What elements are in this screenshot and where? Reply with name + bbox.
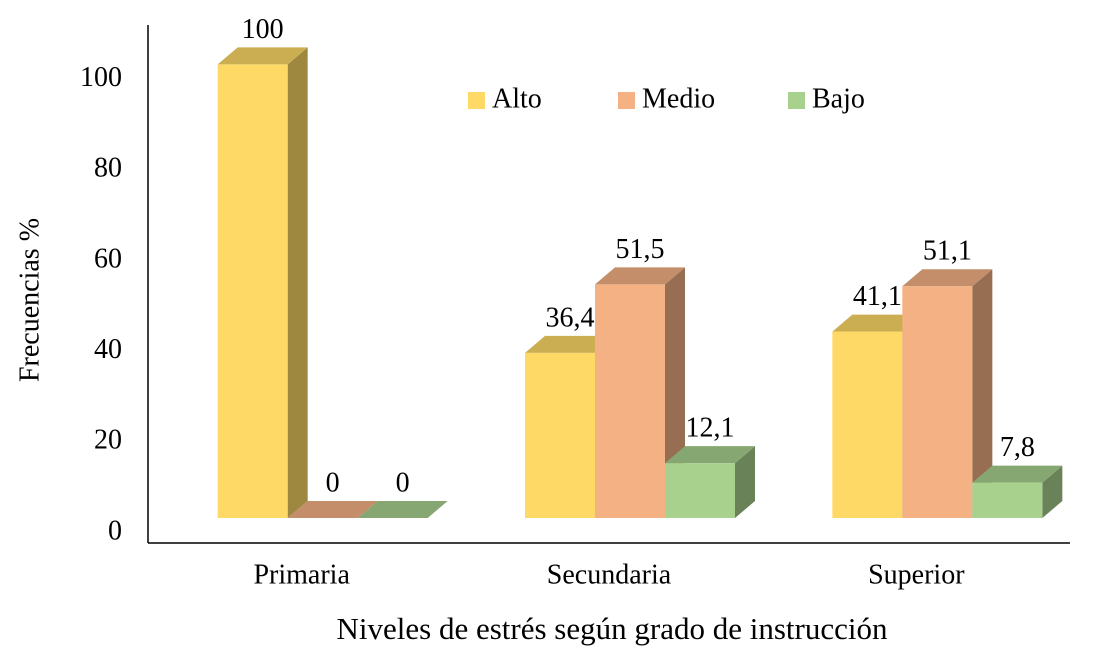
value-label: 12,1: [686, 413, 735, 444]
value-label: 36,4: [546, 302, 595, 333]
value-label: 51,1: [923, 236, 972, 267]
legend-swatch: [788, 92, 805, 109]
value-label: 0: [326, 467, 340, 498]
value-label: 0: [396, 467, 410, 498]
x-tick-label: Superior: [868, 559, 965, 590]
value-label: 100: [242, 14, 284, 45]
value-label: 51,5: [616, 234, 665, 265]
bar-top: [287, 501, 378, 518]
value-label: 7,8: [1000, 432, 1035, 463]
bar: [217, 47, 308, 519]
x-axis-label: Niveles de estrés según grado de instruc…: [337, 611, 888, 646]
bar-top: [832, 314, 923, 332]
bar-top: [972, 465, 1063, 483]
bar-front: [902, 286, 973, 518]
legend-label: Medio: [642, 83, 715, 114]
legend-swatch: [618, 92, 635, 109]
legend-label: Bajo: [812, 83, 865, 114]
legend-label: Alto: [492, 83, 542, 114]
bar-top: [525, 335, 615, 353]
bar: [902, 269, 993, 518]
bar-front: [832, 331, 903, 518]
value-label: 41,1: [853, 281, 902, 312]
legend-swatch: [468, 92, 485, 109]
bar-top: [595, 267, 685, 285]
bar-front: [595, 284, 665, 518]
y-tick-label: 0: [108, 515, 122, 546]
bar-front: [972, 482, 1043, 518]
bar-side: [1042, 465, 1063, 518]
bar-front: [217, 64, 288, 518]
bar: [665, 446, 755, 518]
bar-front: [525, 352, 595, 518]
bar-top: [665, 446, 755, 464]
x-tick-label: Secundaria: [547, 559, 672, 590]
bar-front: [665, 463, 735, 518]
bar-top: [217, 47, 308, 65]
bar-side: [972, 269, 993, 518]
y-tick-label: 100: [80, 62, 122, 93]
bar-top: [902, 269, 993, 287]
bar-top: [357, 501, 448, 518]
y-tick-label: 20: [94, 425, 122, 456]
bar: [287, 501, 378, 518]
y-axis-label: Frecuencias %: [14, 218, 45, 382]
x-tick-label: Primaria: [253, 559, 350, 590]
y-tick-label: 80: [94, 153, 122, 184]
bar-side: [735, 446, 755, 518]
bar: [972, 465, 1063, 518]
y-tick-label: 60: [94, 243, 122, 274]
bar-side: [287, 47, 308, 519]
bar: [357, 501, 448, 518]
y-tick-label: 40: [94, 334, 122, 365]
